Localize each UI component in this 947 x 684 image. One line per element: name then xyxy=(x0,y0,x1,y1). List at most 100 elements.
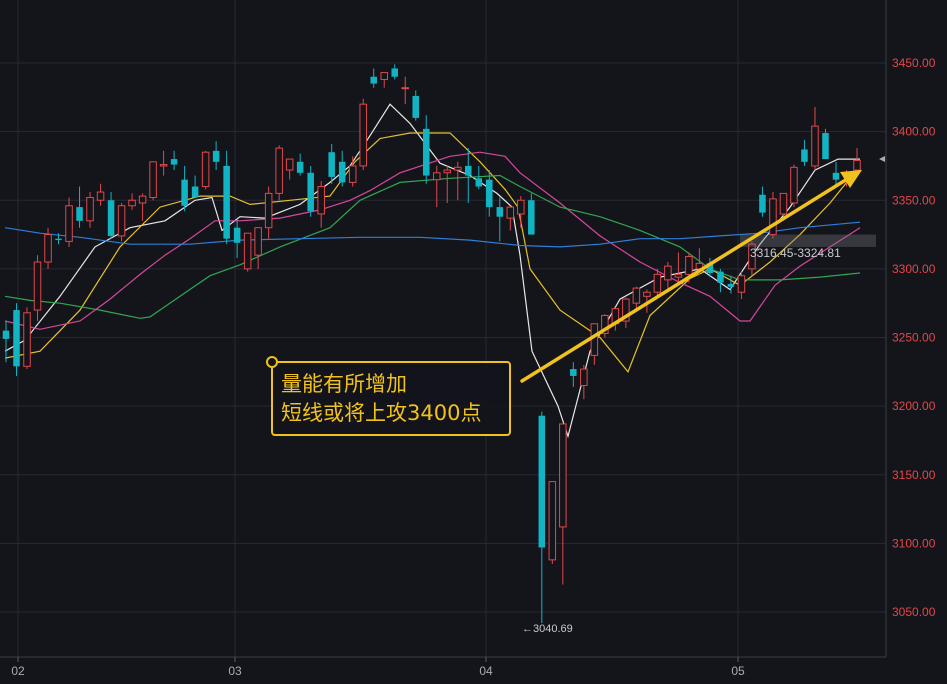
candle xyxy=(96,183,105,206)
candle-body xyxy=(76,207,83,221)
candle xyxy=(559,423,567,585)
y-tick-label: 3050.00 xyxy=(892,605,936,619)
candle-body xyxy=(601,315,609,334)
candle xyxy=(832,161,840,187)
candle-body xyxy=(223,165,230,239)
candle xyxy=(801,139,808,166)
candle xyxy=(548,481,557,564)
candle-body xyxy=(307,172,314,212)
candle-body xyxy=(2,330,10,339)
candle-body xyxy=(348,165,357,183)
candle xyxy=(601,314,609,338)
candle xyxy=(643,289,651,313)
candle-body xyxy=(201,151,210,188)
overlay: 3316.45-3324.81 ←3040.69 xyxy=(520,156,885,635)
ma60-line xyxy=(4,221,861,248)
candle xyxy=(759,186,766,217)
y-tick-label: 3200.00 xyxy=(892,399,936,413)
candle-body xyxy=(275,147,283,194)
candle-body xyxy=(653,273,662,293)
candle-body xyxy=(822,132,829,160)
candle xyxy=(496,197,504,242)
candle-body xyxy=(717,271,724,283)
candle-body xyxy=(128,199,136,207)
ma20-line xyxy=(4,151,861,330)
candle-body xyxy=(96,191,105,201)
candle-body xyxy=(632,287,641,304)
low-price-label: ←3040.69 xyxy=(522,623,573,635)
candle-body xyxy=(622,298,630,322)
candle xyxy=(443,165,452,203)
candle xyxy=(465,148,472,203)
candle xyxy=(475,165,483,190)
candle xyxy=(779,192,788,221)
candle xyxy=(128,193,136,210)
candle xyxy=(191,175,199,198)
candle xyxy=(611,307,620,331)
candle-body xyxy=(475,178,483,187)
time-axis: 02 03 04 05 xyxy=(0,656,886,678)
candle xyxy=(275,145,283,201)
candle-body xyxy=(285,158,294,171)
y-tick-label: 3300.00 xyxy=(892,262,936,276)
candle-body xyxy=(548,481,557,561)
candle xyxy=(706,257,714,278)
candle-body xyxy=(759,194,766,213)
y-tick-label: 3400.00 xyxy=(892,125,936,139)
candle-body xyxy=(317,186,325,215)
x-tick-label: 02 xyxy=(11,664,25,678)
candle xyxy=(243,232,252,272)
candle-body xyxy=(149,161,157,199)
candle-body xyxy=(233,227,241,243)
candle-body xyxy=(338,161,346,183)
candle-body xyxy=(254,227,262,256)
candle xyxy=(737,271,746,300)
candle xyxy=(285,158,294,180)
price-range-band xyxy=(740,234,876,247)
candle-body xyxy=(506,206,515,219)
candle xyxy=(338,150,346,187)
candle-body xyxy=(790,166,798,204)
candle-body xyxy=(422,128,430,176)
candle-body xyxy=(296,161,304,173)
candle xyxy=(422,115,430,184)
x-tick-label: 05 xyxy=(731,664,745,678)
candle-body xyxy=(454,166,462,171)
candle-body xyxy=(23,312,31,367)
candle xyxy=(401,76,409,105)
candle-body xyxy=(496,207,504,217)
candle xyxy=(664,262,672,290)
candle xyxy=(811,106,819,171)
candle xyxy=(201,150,210,190)
candle-body xyxy=(674,273,683,278)
candle xyxy=(23,307,31,370)
candle-body xyxy=(811,125,819,167)
candle-body xyxy=(13,310,20,367)
candle-body xyxy=(853,159,861,171)
candle xyxy=(117,202,126,242)
y-tick-label: 3150.00 xyxy=(892,468,936,482)
trend-arrow-line xyxy=(520,174,854,383)
candle xyxy=(622,297,630,328)
candle xyxy=(748,241,756,276)
candle-body xyxy=(727,283,735,287)
candle-body xyxy=(44,234,52,263)
candle-body xyxy=(264,192,273,229)
candle xyxy=(107,192,115,239)
candles xyxy=(2,64,861,623)
candle xyxy=(486,170,493,217)
candle xyxy=(412,90,419,121)
candle xyxy=(538,411,546,623)
candle-body xyxy=(359,103,367,167)
ma30-line xyxy=(4,174,861,319)
candle xyxy=(528,193,535,235)
candle xyxy=(307,165,314,217)
candle-body xyxy=(706,263,714,273)
candle xyxy=(296,153,304,176)
candle xyxy=(44,227,52,269)
candle xyxy=(159,150,168,176)
candle-body xyxy=(328,152,335,177)
candle-body xyxy=(748,243,756,270)
candle-body xyxy=(117,205,126,237)
